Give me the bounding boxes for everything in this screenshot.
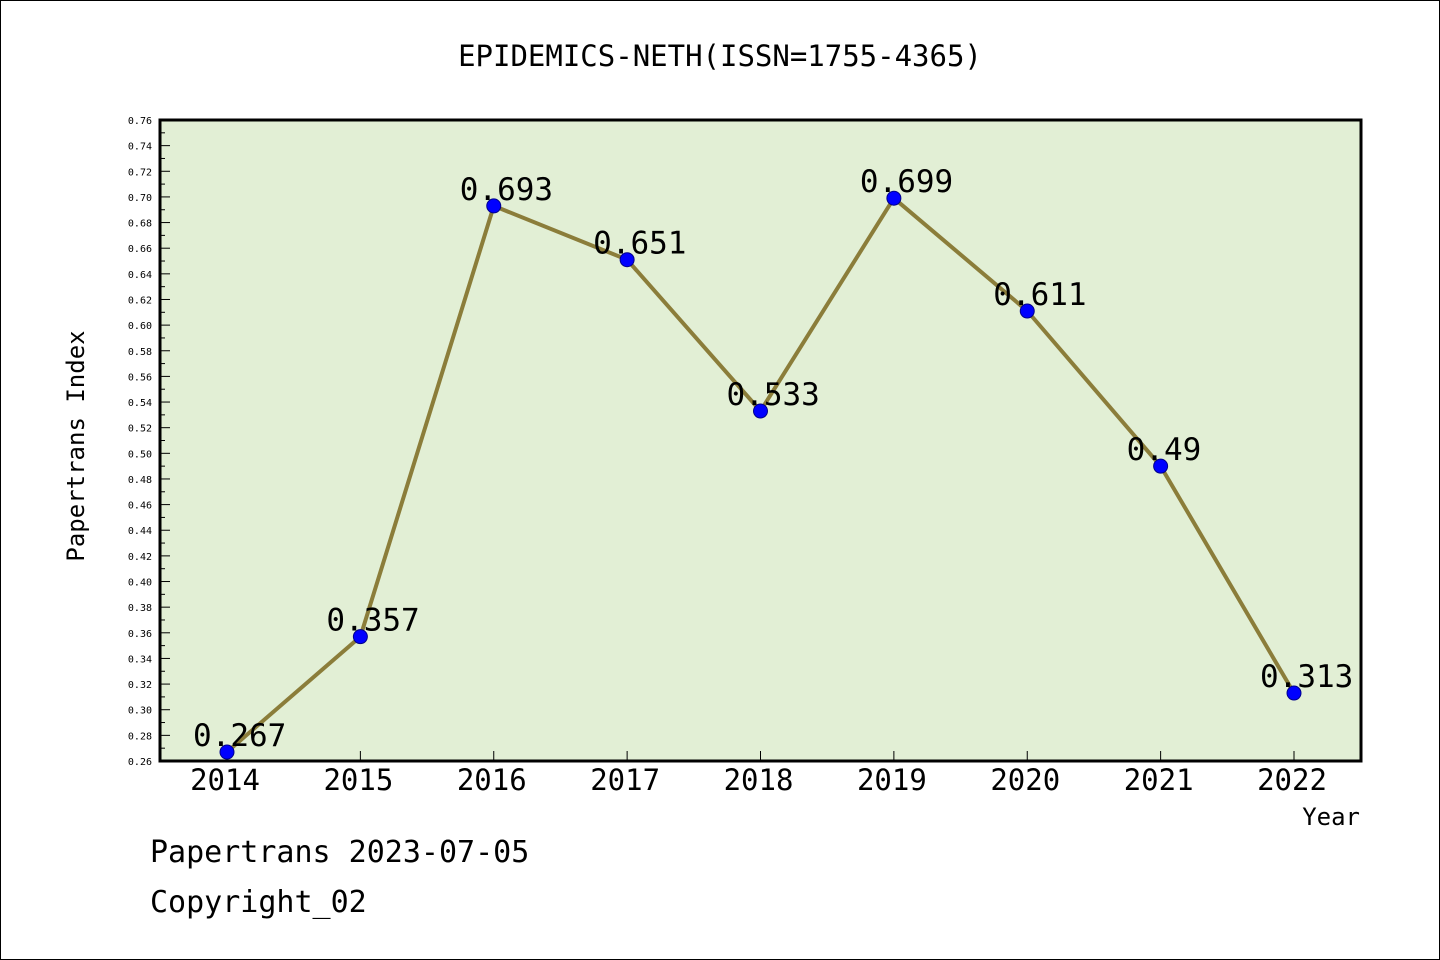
y-tick-label: 0.48 [128, 475, 152, 486]
plot-area [158, 118, 1363, 763]
data-labels: 0.267 0.357 0.693 0.651 0.533 0.699 0.611 0.49 0… [193, 164, 1353, 754]
data-point [1019, 303, 1035, 319]
data-point [219, 744, 235, 760]
y-axis-label: Papertrans Index [62, 330, 90, 561]
y-tick-label: 0.56 [128, 372, 152, 383]
y-tick-label: 0.32 [128, 680, 152, 691]
chart-title: EPIDEMICS-NETH(ISSN=1755-4365) [458, 39, 982, 73]
x-axis-label: Year [1302, 803, 1360, 831]
x-tick-label: 2018 [724, 763, 794, 797]
x-tick-label: 2022 [1257, 763, 1327, 797]
data-point [619, 252, 635, 268]
x-axis: 2014 2015 2016 2017 2018 2019 2020 2021 2022 [190, 751, 1327, 797]
y-tick-label: 0.70 [128, 193, 152, 204]
data-point [886, 190, 902, 206]
data-value-label: 0.267 [193, 718, 286, 754]
y-tick-label: 0.72 [128, 167, 152, 178]
x-tick-label: 2015 [323, 763, 393, 797]
y-tick-label: 0.46 [128, 501, 152, 512]
data-point [352, 629, 368, 645]
y-tick-label: 0.50 [128, 449, 152, 460]
y-tick-label: 0.38 [128, 603, 152, 614]
x-tick-label: 2021 [1124, 763, 1194, 797]
y-tick-label: 0.52 [128, 424, 152, 435]
x-tick-label: 2016 [457, 763, 527, 797]
data-value-label: 0.49 [1127, 432, 1202, 468]
data-value-label: 0.533 [727, 377, 820, 413]
y-tick-label: 0.64 [128, 270, 152, 281]
y-tick-label: 0.74 [128, 142, 152, 153]
y-tick-label: 0.36 [128, 629, 152, 640]
y-tick-label: 0.60 [128, 321, 152, 332]
data-value-label: 0.693 [460, 172, 553, 208]
y-tick-label: 0.34 [128, 654, 152, 665]
x-tick-label: 2019 [857, 763, 927, 797]
x-tick-label: 2017 [590, 763, 660, 797]
y-tick-label: 0.42 [128, 552, 152, 563]
y-tick-label: 0.30 [128, 706, 152, 717]
y-tick-label: 0.68 [128, 219, 152, 230]
data-markers [219, 190, 1302, 760]
y-tick-label: 0.54 [128, 398, 152, 409]
data-point [1286, 685, 1302, 701]
y-tick-label: 0.28 [128, 731, 152, 742]
footer-copyright: Copyright_02 [150, 885, 367, 920]
y-tick-label: 0.40 [128, 578, 152, 589]
y-tick-label: 0.58 [128, 347, 152, 358]
data-value-label: 0.357 [326, 603, 419, 639]
y-axis: 0.26 0.28 0.30 0.32 0.34 0.36 0.38 0.40 0.42 0.44… [128, 116, 170, 768]
data-point [1153, 458, 1169, 474]
x-tick-label: 2014 [190, 763, 260, 797]
y-tick-label: 0.76 [128, 116, 152, 127]
x-tick-label: 2020 [990, 763, 1060, 797]
footer-date-line: Papertrans 2023-07-05 [150, 835, 530, 870]
y-tick-label: 0.66 [128, 244, 152, 255]
y-tick-label: 0.26 [128, 757, 152, 768]
data-value-label: 0.699 [860, 164, 953, 200]
data-value-label: 0.651 [593, 226, 686, 262]
y-tick-label: 0.62 [128, 295, 152, 306]
data-point [486, 198, 502, 214]
data-value-label: 0.611 [993, 277, 1086, 313]
data-value-label: 0.313 [1260, 659, 1353, 695]
data-point [753, 403, 768, 419]
y-tick-label: 0.44 [128, 526, 152, 537]
